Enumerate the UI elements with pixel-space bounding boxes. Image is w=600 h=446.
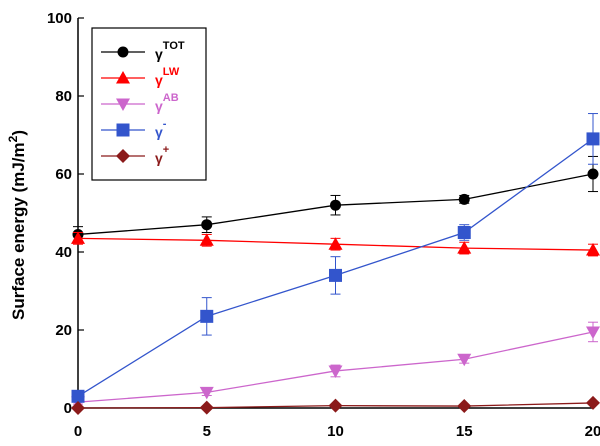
data-point — [587, 168, 599, 180]
legend-label-sup: TOT — [163, 40, 185, 52]
legend-entry: γ- — [101, 118, 167, 140]
x-tick-label: 0 — [74, 423, 82, 440]
data-point — [458, 193, 470, 205]
legend-marker — [116, 123, 130, 137]
legend-label-sup: AB — [163, 92, 179, 104]
legend-entry: γ+ — [101, 144, 169, 166]
legend-entry: γTOT — [101, 40, 185, 62]
legend-entry: γAB — [101, 92, 179, 114]
x-tick-label: 15 — [456, 423, 473, 440]
legend-label: γAB — [155, 92, 179, 114]
x-tick-label: 5 — [203, 423, 211, 440]
legend-label-base: γ — [155, 98, 163, 114]
y-tick-label: 100 — [47, 10, 72, 27]
data-point — [71, 389, 85, 403]
y-axis-title-close: ) — [9, 130, 28, 136]
data-point — [199, 386, 214, 400]
y-tick-label: 80 — [55, 88, 72, 105]
y-axis-title-exp: 2 — [6, 135, 20, 142]
data-point — [328, 398, 343, 413]
data-point — [586, 395, 600, 410]
y-axis-title: Surface energy (mJ/m2) — [6, 130, 28, 320]
data-point — [199, 233, 214, 246]
y-tick-label: 40 — [55, 244, 72, 261]
data-point — [200, 309, 214, 323]
x-tick-label: 20 — [585, 423, 600, 440]
data-point — [457, 399, 472, 414]
series-layer — [71, 113, 600, 415]
data-point — [457, 226, 471, 239]
legend-label-base: γ — [155, 124, 163, 140]
legend-entry: γLW — [101, 66, 180, 88]
legend-label-sup: LW — [163, 66, 180, 78]
legend-label-sup: - — [163, 118, 167, 130]
series-- — [71, 113, 600, 403]
series-+ — [71, 395, 600, 415]
data-point — [330, 199, 341, 211]
data-point — [586, 326, 600, 339]
y-tick-label: 60 — [55, 166, 72, 183]
data-point — [457, 353, 472, 367]
data-point — [586, 132, 600, 146]
series-AB — [71, 321, 600, 410]
data-point — [71, 401, 85, 415]
data-point — [199, 400, 214, 415]
legend-label: γTOT — [155, 40, 185, 62]
data-point — [329, 268, 342, 282]
y-tick-label: 20 — [55, 322, 72, 339]
data-point — [328, 237, 343, 250]
data-point — [201, 219, 213, 231]
legend-marker — [117, 46, 129, 58]
legend-label: γ- — [155, 118, 167, 140]
legend-marker — [116, 149, 130, 163]
legend-marker — [116, 71, 130, 84]
legend-label: γ+ — [155, 144, 169, 166]
legend-label-base: γ — [155, 46, 163, 62]
y-tick-label: 0 — [64, 400, 72, 417]
y-axis-title-main: Surface energy (mJ/m — [9, 142, 28, 320]
legend-label-sup: + — [163, 144, 169, 156]
series-LW — [71, 231, 600, 257]
legend-label: γLW — [155, 66, 180, 88]
legend-label-base: γ — [155, 72, 163, 88]
data-point — [328, 365, 343, 378]
data-point — [71, 231, 85, 244]
data-point — [457, 241, 472, 254]
legend-label-base: γ — [155, 150, 163, 166]
legend-marker — [116, 98, 130, 111]
data-point — [586, 243, 600, 256]
x-tick-label: 10 — [327, 423, 344, 440]
